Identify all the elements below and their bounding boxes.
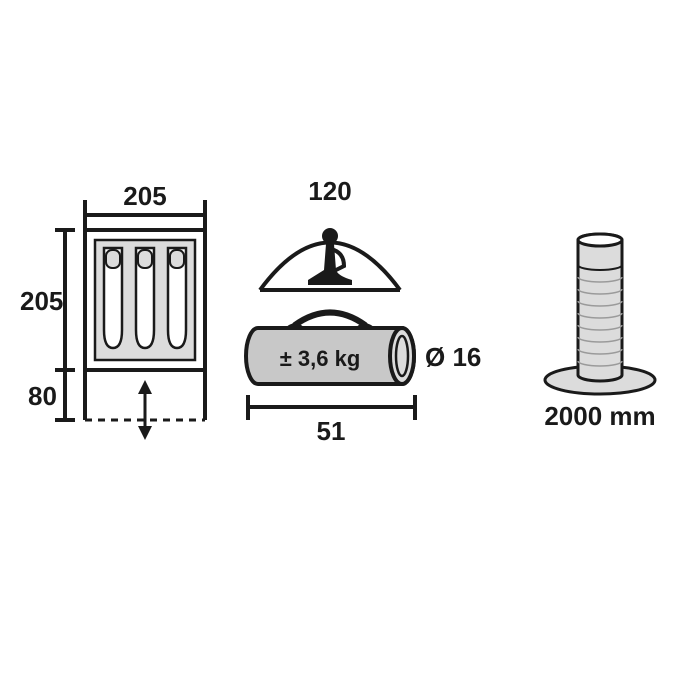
person-sitting-icon xyxy=(308,228,352,285)
spec-diagram: 205 205 80 xyxy=(20,170,680,530)
floorplan-depth-label: 205 xyxy=(20,286,63,316)
double-arrow-icon xyxy=(138,380,152,440)
sleeping-bag-icon xyxy=(168,248,186,348)
sleeping-bag-icon xyxy=(104,248,122,348)
floorplan-width-label: 205 xyxy=(123,181,166,211)
bag-section: ± 3,6 kg Ø 16 51 xyxy=(246,313,481,447)
dome-section: 120 xyxy=(260,176,400,290)
floorplan-section: 205 205 80 xyxy=(20,181,205,440)
dome-height-label: 120 xyxy=(308,176,351,206)
water-column-section: 2000 mm xyxy=(544,234,655,431)
sleeping-bag-icon xyxy=(136,248,154,348)
floorplan-vestibule-label: 80 xyxy=(28,381,57,411)
water-column-label: 2000 mm xyxy=(544,401,655,431)
bag-weight-label: ± 3,6 kg xyxy=(280,346,361,371)
diagram-svg: 205 205 80 xyxy=(20,170,680,530)
bag-length-label: 51 xyxy=(317,416,346,446)
bag-diameter-label: Ø 16 xyxy=(425,342,481,372)
